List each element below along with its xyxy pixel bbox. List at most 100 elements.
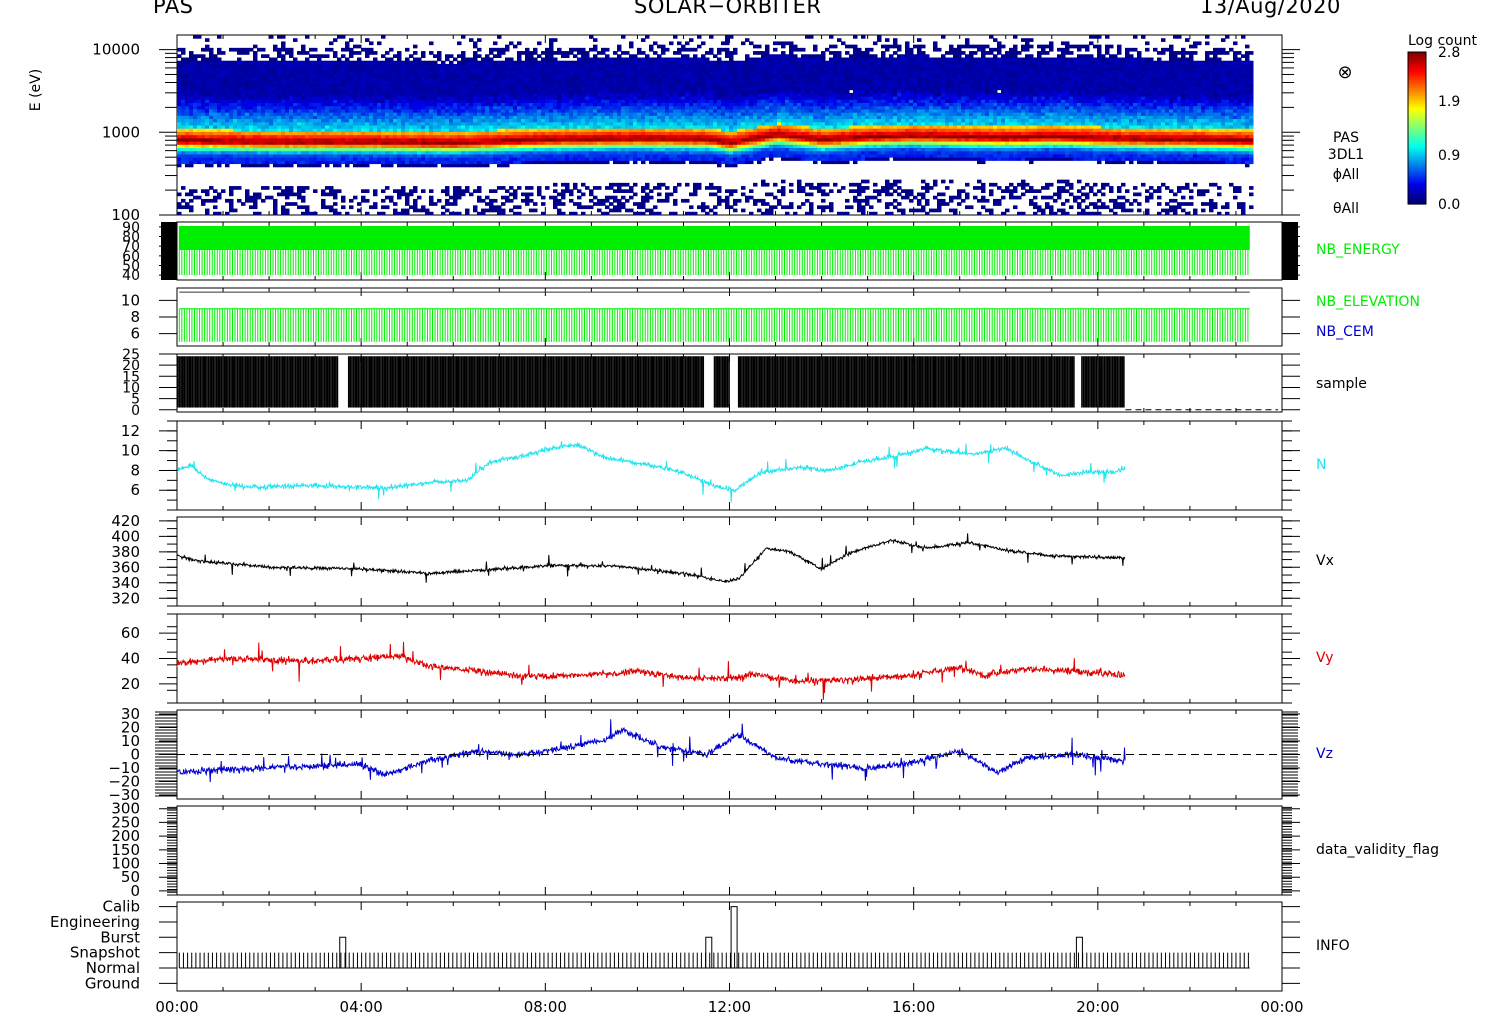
spectrogram-cell xyxy=(601,76,606,81)
spectrogram-cell xyxy=(277,141,282,145)
spectrogram-cell xyxy=(493,147,498,152)
spectrogram-cell xyxy=(689,128,694,132)
spectrogram-cell xyxy=(657,54,662,58)
spectrogram-cell xyxy=(361,73,366,78)
spectrogram-cell xyxy=(261,83,266,87)
spectrogram-cell xyxy=(621,80,626,84)
spectrogram-cell xyxy=(305,102,310,107)
spectrogram-cell xyxy=(465,102,470,107)
spectrogram-cell xyxy=(345,57,350,62)
spectrogram-cell xyxy=(493,73,498,78)
spectrogram-cell xyxy=(409,192,414,197)
spectrogram-cell xyxy=(469,73,474,78)
spectrogram-cell xyxy=(413,134,418,139)
spectrogram-cell xyxy=(549,108,554,113)
spectrogram-cell xyxy=(657,186,662,190)
spectrogram-cell xyxy=(425,76,430,81)
spectrogram-cell xyxy=(425,92,430,97)
spectrogram-cell xyxy=(581,99,586,103)
spectrogram-cell xyxy=(233,121,238,126)
spectrogram-cell xyxy=(609,76,614,81)
spectrogram-cell xyxy=(253,125,258,129)
spectrogram-cell xyxy=(593,157,598,161)
spectrogram-cell xyxy=(561,144,566,148)
spectrogram-cell xyxy=(209,186,214,190)
spectrogram-cell xyxy=(589,118,594,123)
spectrogram-cell xyxy=(669,83,674,87)
spectrogram-cell xyxy=(209,96,214,100)
spectrogram-cell xyxy=(485,115,490,120)
spectrogram-cell xyxy=(489,118,494,123)
spectrogram-cell xyxy=(297,195,302,200)
spectrogram-cell xyxy=(561,83,566,87)
spectrogram-cell xyxy=(181,153,186,158)
spectrogram-cell xyxy=(681,83,686,87)
spectrogram-cell xyxy=(305,205,310,210)
spectrogram-cell xyxy=(633,137,638,142)
spectrogram-cell xyxy=(661,51,666,55)
spectrogram-cell xyxy=(561,125,566,129)
spectrogram-cell xyxy=(249,141,254,145)
spectrogram-cell xyxy=(209,92,214,97)
spectrogram-cell xyxy=(181,76,186,81)
spectrogram-cell xyxy=(597,76,602,81)
spectrogram-cell xyxy=(393,211,398,216)
spectrogram-cell xyxy=(465,112,470,116)
spectrogram-cell xyxy=(277,76,282,81)
spectrogram-cell xyxy=(341,144,346,148)
spectrogram-cell xyxy=(605,96,610,100)
spectrogram-cell xyxy=(625,105,630,110)
spectrogram-cell xyxy=(585,118,590,123)
spectrogram-cell xyxy=(201,157,206,161)
spectrogram-cell xyxy=(177,211,182,216)
spectrogram-cell xyxy=(689,89,694,94)
spectrogram-cell xyxy=(321,118,326,123)
spectrogram-cell xyxy=(345,60,350,65)
spectrogram-cell xyxy=(513,141,518,145)
spectrogram-cell xyxy=(501,47,506,52)
spectrogram-cell xyxy=(401,67,406,71)
spectrogram-cell xyxy=(449,112,454,116)
spectrogram-cell xyxy=(677,63,682,68)
spectrogram-cell xyxy=(469,112,474,116)
spectrogram-cell xyxy=(261,115,266,120)
spectrogram-cell xyxy=(665,80,670,84)
spectrogram-cell xyxy=(605,67,610,71)
spectrogram-cell xyxy=(225,153,230,158)
spectrogram-cell xyxy=(341,131,346,136)
spectrogram-cell xyxy=(261,137,266,142)
spectrogram-cell xyxy=(445,202,450,206)
spectrogram-cell xyxy=(405,131,410,136)
spectrogram-cell xyxy=(413,157,418,161)
spectrogram-cell xyxy=(225,157,230,161)
spectrogram-cell xyxy=(529,115,534,120)
spectrogram-cell xyxy=(493,86,498,91)
spectrogram-cell xyxy=(613,147,618,152)
spectrogram-cell xyxy=(617,150,622,155)
spectrogram-cell xyxy=(469,63,474,68)
spectrogram-cell xyxy=(501,202,506,206)
spectrogram-cell xyxy=(281,189,286,193)
spectrogram-cell xyxy=(485,202,490,206)
spectrogram-cell xyxy=(653,105,658,110)
spectrogram-cell xyxy=(633,92,638,97)
spectrogram-cell xyxy=(453,192,458,197)
spectrogram-cell xyxy=(457,92,462,97)
spectrogram-cell xyxy=(353,147,358,152)
spectrogram-cell xyxy=(389,70,394,75)
spectrogram-cell xyxy=(669,76,674,81)
spectrogram-cell xyxy=(229,60,234,65)
spectrogram-cell xyxy=(349,153,354,158)
spectrogram-cell xyxy=(361,134,366,139)
spectrogram-cell xyxy=(609,208,614,213)
spectrogram-cell xyxy=(397,147,402,152)
spectrogram-cell xyxy=(425,73,430,78)
spectrogram-cell xyxy=(625,92,630,97)
spectrogram-cell xyxy=(529,99,534,103)
spectrogram-cell xyxy=(477,92,482,97)
spectrogram-cell xyxy=(445,112,450,116)
spectrogram-cell xyxy=(613,60,618,65)
spectrogram-cell xyxy=(609,134,614,139)
spectrogram-cell xyxy=(473,121,478,126)
spectrogram-cell xyxy=(481,131,486,136)
